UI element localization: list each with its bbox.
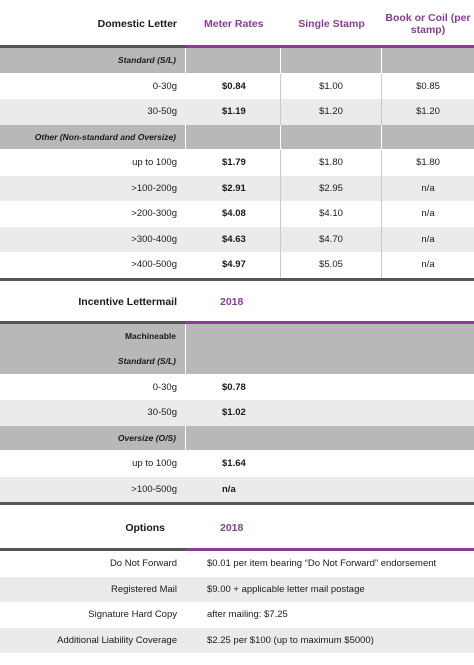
option-name: Additional Liability Coverage bbox=[57, 634, 177, 646]
section-other: Other (Non-standard and Oversize) bbox=[0, 124, 474, 150]
table-row: Signature Hard Copy after mailing: $7.25 bbox=[0, 602, 474, 628]
other-label: Other (Non-standard and Oversize) bbox=[0, 124, 186, 149]
options-year: 2018 bbox=[220, 522, 244, 534]
domestic-header: Domestic Letter Meter Rates Single Stamp… bbox=[0, 0, 474, 48]
single-cell: $4.70 bbox=[281, 226, 382, 252]
table-row: 0-30g $0.84 $1.00 $0.85 bbox=[0, 73, 474, 99]
machineable-label: Machineable bbox=[0, 323, 186, 349]
weight-cell: 0-30g bbox=[152, 80, 177, 92]
book-cell: n/a bbox=[421, 208, 435, 220]
incentive-title: Incentive Lettermail bbox=[78, 296, 177, 308]
oversize-label: Oversize (O/S) bbox=[0, 425, 186, 450]
incentive-year: 2018 bbox=[220, 296, 244, 308]
table-row: Registered Mail $9.00 + applicable lette… bbox=[0, 576, 474, 602]
book-cell: $1.80 bbox=[416, 157, 440, 169]
book-cell: n/a bbox=[421, 182, 435, 194]
standard-label: Standard (S/L) bbox=[0, 48, 186, 73]
single-cell: $2.95 bbox=[281, 175, 382, 201]
rate-cell: $0.78 bbox=[222, 381, 246, 393]
single-cell: $1.00 bbox=[281, 73, 382, 99]
meter-cell: $0.84 bbox=[186, 73, 281, 99]
book-cell: n/a bbox=[421, 259, 435, 271]
rate-cell: $1.02 bbox=[222, 407, 246, 419]
table-row: >100-500g n/a bbox=[0, 476, 474, 502]
weight-cell: 30-50g bbox=[147, 106, 177, 118]
options-header: Options 2018 bbox=[0, 502, 474, 551]
section-machineable: Machineable bbox=[0, 323, 474, 349]
meter-rates-heading: Meter Rates bbox=[204, 18, 264, 30]
weight-cell: >300-400g bbox=[131, 233, 177, 245]
weight-cell: 0-30g bbox=[152, 381, 177, 393]
section-oversize: Oversize (O/S) bbox=[0, 425, 474, 451]
weight-cell: 30-50g bbox=[147, 407, 177, 419]
weight-cell: >200-300g bbox=[131, 208, 177, 220]
table-row: 30-50g $1.19 $1.20 $1.20 bbox=[0, 99, 474, 125]
header-rule-purple bbox=[186, 45, 474, 48]
meter-cell: $2.91 bbox=[186, 175, 281, 201]
single-cell: $4.10 bbox=[281, 201, 382, 227]
single-cell: $1.20 bbox=[281, 99, 382, 125]
incentive-header: Incentive Lettermail 2018 bbox=[0, 277, 474, 324]
table-row: >300-400g $4.63 $4.70 n/a bbox=[0, 226, 474, 252]
options-title: Options bbox=[125, 522, 165, 534]
table-row: up to 100g $1.79 $1.80 $1.80 bbox=[0, 150, 474, 176]
weight-cell: >100-500g bbox=[131, 483, 177, 495]
table-row: Do Not Forward $0.01 per item bearing “D… bbox=[0, 551, 474, 577]
rate-cell: $1.64 bbox=[222, 458, 246, 470]
table-row: 30-50g $1.02 bbox=[0, 400, 474, 426]
weight-cell: >100-200g bbox=[131, 182, 177, 194]
meter-cell: $4.63 bbox=[186, 226, 281, 252]
option-name: Signature Hard Copy bbox=[88, 609, 177, 621]
weight-cell: up to 100g bbox=[132, 157, 177, 169]
weight-cell: >400-500g bbox=[131, 259, 177, 271]
single-cell: $5.05 bbox=[281, 252, 382, 278]
option-value: after mailing: $7.25 bbox=[207, 609, 288, 621]
table-row: >100-200g $2.91 $2.95 n/a bbox=[0, 175, 474, 201]
section-standard: Standard (S/L) bbox=[0, 48, 474, 74]
domestic-title: Domestic Letter bbox=[97, 18, 177, 30]
book-cell: n/a bbox=[421, 233, 435, 245]
header-rule-purple bbox=[186, 320, 474, 324]
table-row: >400-500g $4.97 $5.05 n/a bbox=[0, 252, 474, 278]
rate-cell: n/a bbox=[222, 483, 236, 495]
table-row: >200-300g $4.08 $4.10 n/a bbox=[0, 201, 474, 227]
option-value: $0.01 per item bearing “Do Not Forward” … bbox=[207, 558, 437, 570]
weight-cell: up to 100g bbox=[132, 458, 177, 470]
section-incentive-standard: Standard (S/L) bbox=[0, 349, 474, 375]
single-stamp-heading: Single Stamp bbox=[298, 18, 365, 30]
option-name: Do Not Forward bbox=[109, 558, 177, 570]
header-rule-dark bbox=[0, 548, 186, 551]
table-row: Additional Liability Coverage $2.25 per … bbox=[0, 627, 474, 653]
meter-cell: $1.79 bbox=[186, 150, 281, 176]
table-row: 0-30g $0.78 bbox=[0, 374, 474, 400]
option-value: $9.00 + applicable letter mail postage bbox=[207, 583, 365, 595]
book-cell: $1.20 bbox=[416, 106, 440, 118]
header-rule-dark bbox=[0, 320, 186, 324]
option-value: $2.25 per $100 (up to maximum $5000) bbox=[207, 634, 374, 646]
option-name: Registered Mail bbox=[111, 583, 177, 595]
book-coil-heading: Book or Coil (per stamp) bbox=[385, 12, 471, 36]
meter-cell: $1.19 bbox=[186, 99, 281, 125]
meter-cell: $4.97 bbox=[186, 252, 281, 278]
book-cell: $0.85 bbox=[416, 80, 440, 92]
meter-cell: $4.08 bbox=[186, 201, 281, 227]
single-cell: $1.80 bbox=[281, 150, 382, 176]
header-rule-purple bbox=[186, 548, 474, 551]
header-rule-dark bbox=[0, 45, 186, 48]
standard-label: Standard (S/L) bbox=[0, 349, 186, 374]
table-row: up to 100g $1.64 bbox=[0, 451, 474, 477]
